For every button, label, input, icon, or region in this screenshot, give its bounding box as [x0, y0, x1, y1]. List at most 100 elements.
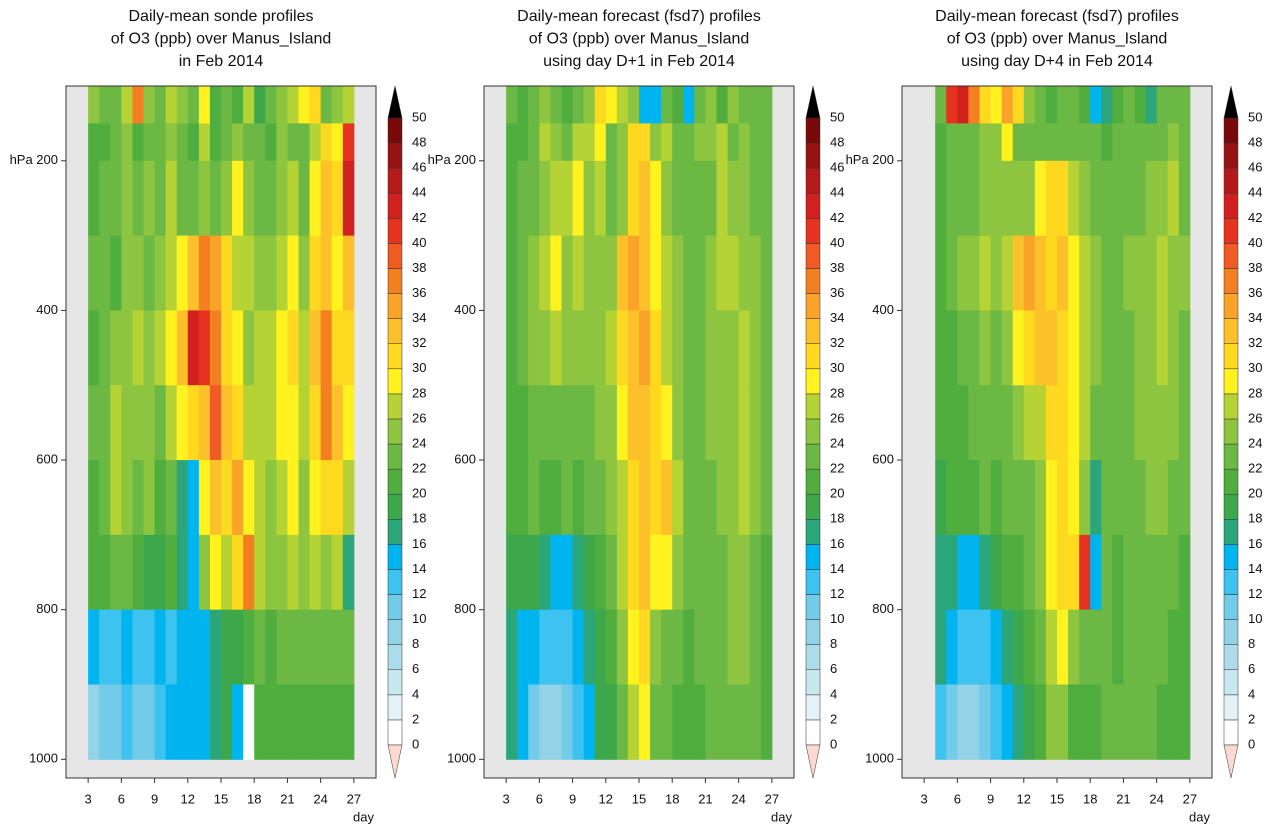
heat-cell: [946, 123, 958, 162]
heat-cell: [727, 235, 740, 311]
heat-cell: [946, 160, 958, 237]
heat-cell: [517, 123, 529, 162]
colorbar-label: 46: [830, 160, 844, 175]
heat-cell: [694, 310, 706, 386]
heat-cell: [198, 684, 211, 760]
heat-cell: [661, 160, 673, 237]
heat-cell: [243, 460, 255, 536]
heat-cell: [1178, 534, 1191, 611]
colorbar-box: [387, 293, 403, 319]
heat-cell: [1101, 160, 1113, 237]
heat-cell: [1068, 310, 1080, 386]
heat-cell: [716, 534, 729, 611]
heat-cell: [968, 460, 980, 536]
colorbar-label: 40: [412, 235, 426, 250]
heat-cell: [331, 160, 344, 237]
heat-cell: [1045, 684, 1058, 760]
heat-cell: [154, 534, 167, 611]
heat-cell: [232, 534, 244, 611]
heat-cell: [1001, 534, 1014, 611]
heat-cell: [979, 385, 992, 461]
colorbar-label: 12: [412, 586, 426, 601]
heat-cell: [1134, 385, 1147, 461]
colorbar-label: 28: [412, 385, 426, 400]
heat-cell: [1034, 460, 1047, 536]
x-axis-label: day: [353, 809, 374, 824]
x-tick-label: 24: [1149, 791, 1163, 806]
colorbar-box: [1223, 594, 1239, 620]
colorbar-label: 4: [830, 686, 837, 701]
heat-cell: [605, 684, 618, 760]
heat-cell: [1045, 86, 1058, 124]
heat-cell: [1101, 86, 1113, 124]
heat-cell: [639, 86, 651, 124]
heat-cell: [265, 160, 277, 237]
heat-cell: [121, 534, 133, 611]
heat-cell: [583, 385, 596, 461]
heat-cell: [265, 123, 277, 162]
heat-cell: [605, 534, 618, 611]
heat-cell: [187, 123, 200, 162]
colorbar-label: 36: [412, 285, 426, 300]
heat-cell: [254, 310, 266, 386]
heat-cell: [749, 609, 762, 685]
heat-cell: [1079, 310, 1091, 386]
colorbar-box: [805, 569, 821, 595]
heat-cell: [1045, 235, 1058, 311]
heat-cell: [165, 460, 178, 536]
heat-cell: [572, 385, 585, 461]
x-tick-label: 18: [247, 791, 261, 806]
heat-cell: [605, 123, 618, 162]
colorbar-label: 24: [830, 435, 844, 450]
heat-cell: [650, 684, 662, 760]
colorbar-box: [387, 493, 403, 520]
chart-title: of O3 (ppb) over Manus_Island: [529, 31, 750, 48]
heat-cell: [198, 385, 211, 461]
heat-cell: [738, 235, 751, 311]
heat-cell: [1001, 160, 1014, 237]
colorbar-under: [805, 744, 821, 779]
heat-cell: [1079, 460, 1091, 536]
heat-cell: [716, 235, 729, 311]
heat-cell: [528, 609, 540, 685]
heat-cell: [1156, 310, 1169, 386]
heat-cell: [132, 684, 144, 760]
heat-cell: [232, 123, 244, 162]
heat-cell: [143, 123, 156, 162]
heat-cell: [957, 460, 969, 536]
colorbar-over: [387, 85, 403, 119]
heat-cell: [254, 460, 266, 536]
heat-cell: [605, 460, 618, 536]
heat-cell: [572, 609, 585, 685]
heat-cell: [1057, 684, 1069, 760]
heat-cell: [254, 123, 266, 162]
heat-cell: [1068, 235, 1080, 311]
heat-cell: [550, 385, 562, 461]
colorbar-box: [1223, 418, 1239, 445]
heat-cell: [683, 609, 695, 685]
heat-cell: [561, 534, 574, 611]
heat-cell: [1090, 460, 1102, 536]
heat-cell: [110, 609, 122, 685]
chart-title: Daily-mean forecast (fsd7) profiles: [517, 8, 761, 25]
heat-cell: [650, 86, 662, 124]
heat-cell: [1123, 460, 1135, 536]
colorbar-label: 36: [830, 285, 844, 300]
colorbar-box: [805, 644, 821, 671]
heat-cell: [1034, 123, 1047, 162]
colorbar-box: [1223, 619, 1239, 645]
colorbar-label: 16: [830, 536, 844, 551]
heat-cell: [176, 160, 189, 237]
heat-cell: [935, 385, 947, 461]
heat-cell: [946, 310, 958, 386]
colorbar-label: 10: [830, 611, 844, 626]
heat-cell: [320, 123, 333, 162]
x-tick-label: 12: [599, 791, 613, 806]
heat-cell: [990, 310, 1003, 386]
heat-cell: [639, 235, 651, 311]
heat-cell: [528, 684, 540, 760]
heat-cell: [683, 684, 695, 760]
heat-cell: [583, 310, 596, 386]
colorbar-label: 0: [830, 736, 837, 751]
